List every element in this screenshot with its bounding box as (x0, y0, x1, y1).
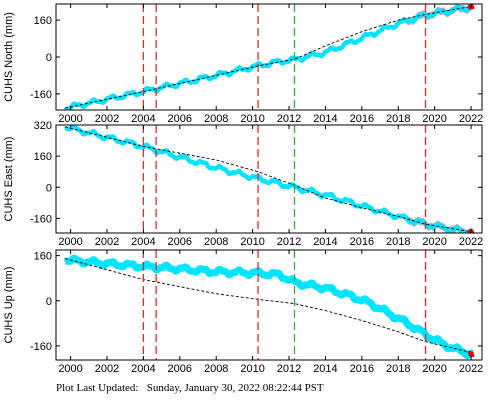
y-tick-label: 320 (34, 120, 52, 132)
observation-series (62, 254, 476, 359)
x-tick-label: 2004 (131, 236, 155, 248)
x-tick-label: 2018 (386, 363, 410, 375)
x-tick-label: 2014 (313, 363, 337, 375)
latest-point (467, 4, 471, 9)
y-tick-label: 0 (46, 296, 52, 308)
x-tick-label: 2018 (386, 236, 410, 248)
y-axis-label: CUHS North (mm) (3, 12, 15, 102)
x-tick-label: 2022 (459, 113, 483, 125)
y-tick-label: -160 (30, 341, 52, 353)
panel-2: 2000 2002 2004 2006 2008 2010 2012 2014 2016 2018… (3, 120, 483, 248)
x-tick-label: 2008 (204, 236, 228, 248)
y-tick-label: 160 (34, 15, 52, 27)
x-tick-label: 2004 (131, 113, 155, 125)
latest-point (468, 353, 472, 357)
y-axis-label: CUHS Up (mm) (3, 267, 15, 344)
panel-1: 2000 2002 2004 2006 2008 2010 2012 2014 2016 2018… (3, 3, 483, 125)
x-tick-label: 2020 (422, 363, 446, 375)
observation-series (63, 4, 475, 110)
x-tick-label: 2012 (277, 363, 301, 375)
x-tick-label: 2006 (168, 363, 192, 375)
x-tick-label: 2010 (240, 113, 264, 125)
observation-series (63, 125, 475, 233)
x-tick-label: 2002 (95, 113, 119, 125)
x-tick-label: 2002 (95, 363, 119, 375)
x-tick-label: 2014 (313, 236, 337, 248)
x-tick-label: 2012 (277, 113, 301, 125)
x-tick-label: 2010 (240, 236, 264, 248)
y-tick-label: -160 (30, 89, 52, 101)
x-tick-label: 2000 (58, 113, 82, 125)
model-line (65, 5, 473, 109)
x-tick-label: 2004 (131, 363, 155, 375)
y-tick-label: 0 (46, 182, 52, 194)
x-tick-label: 2010 (240, 363, 264, 375)
plot-area (63, 125, 475, 233)
x-tick-label: 2002 (95, 236, 119, 248)
plot-area (63, 4, 475, 110)
x-tick-label: 2018 (386, 113, 410, 125)
x-tick-label: 2016 (350, 236, 374, 248)
panel-3: 2000 2002 2004 2006 2008 2010 2012 2014 2016 2018… (3, 249, 483, 375)
plot-area (62, 254, 476, 360)
x-tick-label: 2000 (58, 363, 82, 375)
x-tick-label: 2008 (204, 363, 228, 375)
x-tick-label: 2006 (168, 236, 192, 248)
x-tick-label: 2008 (204, 113, 228, 125)
footer: Plot Last Updated: Sunday, January 30, 2… (56, 382, 324, 394)
x-tick-label: 2020 (422, 236, 446, 248)
x-tick-label: 2022 (459, 363, 483, 375)
x-tick-label: 2000 (58, 236, 82, 248)
y-tick-label: 160 (34, 251, 52, 263)
y-tick-label: 0 (46, 52, 52, 64)
x-tick-label: 2022 (459, 236, 483, 248)
plot-frame (55, 249, 483, 361)
plot-frame (55, 3, 483, 111)
x-tick-label: 2012 (277, 236, 301, 248)
model-line (64, 258, 474, 354)
latest-point (467, 350, 471, 354)
x-tick-label: 2014 (313, 113, 337, 125)
x-tick-label: 2016 (350, 113, 374, 125)
y-tick-label: 160 (34, 151, 52, 163)
y-axis-label: CUHS East (mm) (3, 137, 15, 222)
footer-label: Plot Last Updated: (56, 382, 139, 394)
x-tick-label: 2006 (168, 113, 192, 125)
footer-timestamp: Sunday, January 30, 2022 08:22:44 PST (146, 382, 324, 394)
x-tick-label: 2020 (422, 113, 446, 125)
y-tick-label: -160 (30, 213, 52, 225)
plot-frame (55, 124, 483, 234)
latest-point (467, 229, 471, 233)
model-line (64, 126, 473, 233)
x-tick-label: 2016 (350, 363, 374, 375)
